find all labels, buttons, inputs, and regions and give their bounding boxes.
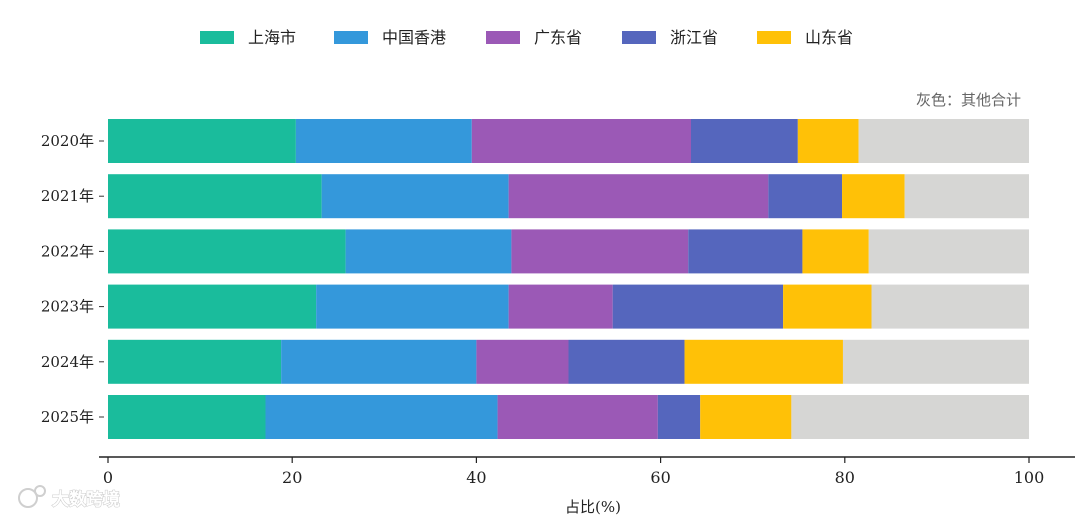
x-tick-label: 80 bbox=[835, 468, 855, 487]
bar-segment-2-row-3 bbox=[345, 229, 512, 274]
bar-segment-2-row-1 bbox=[295, 119, 472, 163]
bar-segment-3-row-1 bbox=[471, 119, 691, 163]
y-tick-label: 2021年 bbox=[41, 187, 94, 205]
watermark: 大数跨境 bbox=[18, 485, 121, 511]
plot-area bbox=[108, 119, 1029, 439]
bar-segment-6-row-2 bbox=[904, 174, 1029, 219]
y-tick-label: 2024年 bbox=[41, 353, 94, 371]
bar-segment-4-row-3 bbox=[688, 229, 803, 274]
legend-label: 广东省 bbox=[534, 28, 582, 47]
bar-segment-5-row-3 bbox=[802, 229, 869, 274]
y-tick-label: 2022年 bbox=[41, 242, 94, 260]
watermark-logo-icon-dot bbox=[34, 485, 46, 497]
watermark-text: 大数跨境 bbox=[52, 489, 120, 510]
bar-segment-4-row-5 bbox=[568, 339, 685, 384]
legend-swatch bbox=[334, 31, 368, 44]
bar-segment-4-row-6 bbox=[657, 395, 701, 439]
bar-segment-2-row-2 bbox=[321, 174, 509, 219]
bar-segment-1-row-1 bbox=[108, 119, 296, 163]
x-tick-label: 40 bbox=[466, 468, 486, 487]
bar-segment-5-row-2 bbox=[842, 174, 905, 219]
bar-segment-1-row-2 bbox=[108, 174, 322, 219]
legend-item: 中国香港 bbox=[334, 28, 446, 47]
bar-segment-3-row-4 bbox=[508, 284, 613, 329]
watermark-logo-icon bbox=[18, 488, 38, 508]
x-tick-label: 20 bbox=[282, 468, 302, 487]
legend-item: 浙江省 bbox=[622, 28, 718, 47]
legend-swatch bbox=[486, 31, 520, 44]
x-tick-label: 0 bbox=[103, 468, 113, 487]
bar-segment-2-row-5 bbox=[281, 339, 477, 384]
bar-segment-6-row-4 bbox=[871, 284, 1029, 329]
gray-note-annotation: 灰色：其他合计 bbox=[916, 91, 1021, 109]
x-axis: 0 20 40 60 80 100 bbox=[99, 456, 1075, 487]
bar-segment-4-row-4 bbox=[612, 284, 784, 329]
bar-segment-4-row-2 bbox=[768, 174, 843, 219]
legend: 上海市 中国香港 广东省 浙江省 山东省 bbox=[200, 28, 853, 47]
x-axis-label: 占比(%) bbox=[565, 498, 621, 516]
bar-segment-5-row-4 bbox=[783, 284, 872, 329]
x-tick-label: 60 bbox=[650, 468, 670, 487]
bar-segment-5-row-5 bbox=[684, 339, 843, 384]
bar-segment-3-row-3 bbox=[511, 229, 689, 274]
x-tick-label: 100 bbox=[1014, 468, 1045, 487]
bar-segment-1-row-5 bbox=[108, 339, 282, 384]
legend-label: 浙江省 bbox=[670, 28, 718, 47]
bar-segment-1-row-4 bbox=[108, 284, 317, 329]
y-axis-labels: 2020年 2021年 2022年 2023年 2024年 2025年 bbox=[41, 132, 104, 426]
legend-swatch bbox=[622, 31, 656, 44]
legend-item: 山东省 bbox=[757, 28, 853, 47]
y-tick-label: 2023年 bbox=[41, 298, 94, 316]
legend-swatch bbox=[757, 31, 791, 44]
bar-segment-5-row-6 bbox=[700, 395, 792, 439]
y-tick-label: 2020年 bbox=[41, 132, 94, 150]
bar-segment-2-row-6 bbox=[265, 395, 498, 439]
bar-segment-4-row-1 bbox=[690, 119, 798, 163]
bar-segment-1-row-3 bbox=[108, 229, 346, 274]
bar-segment-3-row-2 bbox=[508, 174, 769, 219]
y-tick-label: 2025年 bbox=[41, 408, 94, 426]
legend-label: 中国香港 bbox=[382, 28, 446, 47]
bar-segment-6-row-3 bbox=[868, 229, 1029, 274]
bar-segment-6-row-5 bbox=[842, 339, 1029, 384]
legend-label: 山东省 bbox=[805, 28, 853, 47]
bar-segment-3-row-5 bbox=[476, 339, 569, 384]
bar-segment-2-row-4 bbox=[316, 284, 509, 329]
legend-item: 广东省 bbox=[486, 28, 582, 47]
legend-item: 上海市 bbox=[200, 28, 296, 47]
bar-segment-6-row-1 bbox=[858, 119, 1029, 163]
legend-swatch bbox=[200, 31, 234, 44]
bar-segment-5-row-1 bbox=[797, 119, 859, 163]
bar-segment-1-row-6 bbox=[108, 395, 266, 439]
bar-segment-3-row-6 bbox=[497, 395, 658, 439]
legend-label: 上海市 bbox=[248, 28, 296, 47]
bar-segment-6-row-6 bbox=[791, 395, 1029, 439]
